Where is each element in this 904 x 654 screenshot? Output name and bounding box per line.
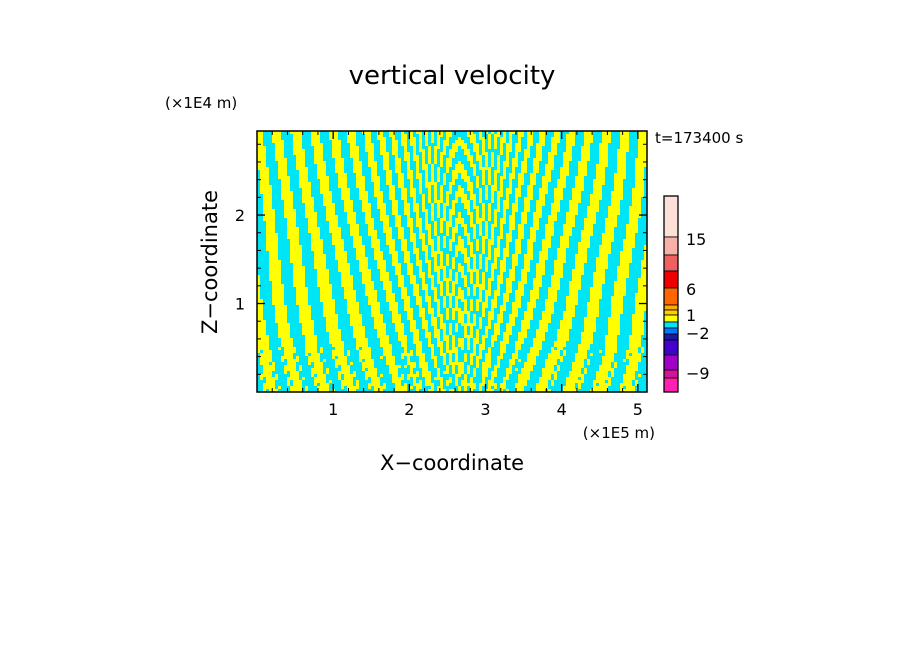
y-axis-ticks: 12 <box>235 143 647 375</box>
x-axis-unit: (×1E5 m) <box>583 424 655 442</box>
time-label: t=173400 s <box>655 129 743 147</box>
colorbar-swatch <box>663 369 679 379</box>
colorbar-swatch <box>663 327 679 335</box>
y-tick-label: 2 <box>235 206 245 225</box>
plot-frame <box>256 130 648 393</box>
colorbar-frame <box>663 195 679 393</box>
x-tick-label: 5 <box>633 400 643 419</box>
colorbar-swatch <box>663 354 679 371</box>
colorbar-tick-label: −2 <box>686 324 710 343</box>
colorbar-tick-label: 15 <box>686 230 706 249</box>
colorbar-swatch <box>663 195 679 238</box>
colorbar-swatch <box>663 304 679 311</box>
colorbar-swatch <box>663 270 679 289</box>
colorbar-swatch <box>663 254 679 272</box>
colorbar-swatch <box>663 333 679 341</box>
colorbar-tick-label: 1 <box>686 306 696 325</box>
chart-title: vertical velocity <box>349 61 556 91</box>
y-axis-label: Z−coordinate <box>198 190 222 334</box>
x-tick-label: 3 <box>480 400 490 419</box>
colorbar-swatch <box>663 309 679 316</box>
y-tick-label: 1 <box>235 295 245 314</box>
x-axis-ticks: 1 2 3 4 5 <box>271 131 643 419</box>
colorbar-swatch <box>663 236 679 256</box>
positive-velocity-region <box>257 131 647 392</box>
x-tick-label: 4 <box>557 400 567 419</box>
colorbar-swatch <box>663 339 679 356</box>
colorbar-swatch <box>663 314 679 323</box>
colorbar-swatch <box>663 321 679 329</box>
colorbar: 15 6 1−2 −9 <box>663 195 710 393</box>
colorbar-tick-label: −9 <box>686 364 710 383</box>
x-tick-label: 2 <box>404 400 414 419</box>
colorbar-swatch <box>663 377 679 393</box>
colorbar-swatch <box>663 287 679 306</box>
velocity-field <box>257 131 647 392</box>
y-axis-unit: (×1E4 m) <box>165 94 237 112</box>
x-tick-label: 1 <box>328 400 338 419</box>
colorbar-tick-label: 6 <box>686 280 696 299</box>
x-axis-label: X−coordinate <box>380 451 524 475</box>
